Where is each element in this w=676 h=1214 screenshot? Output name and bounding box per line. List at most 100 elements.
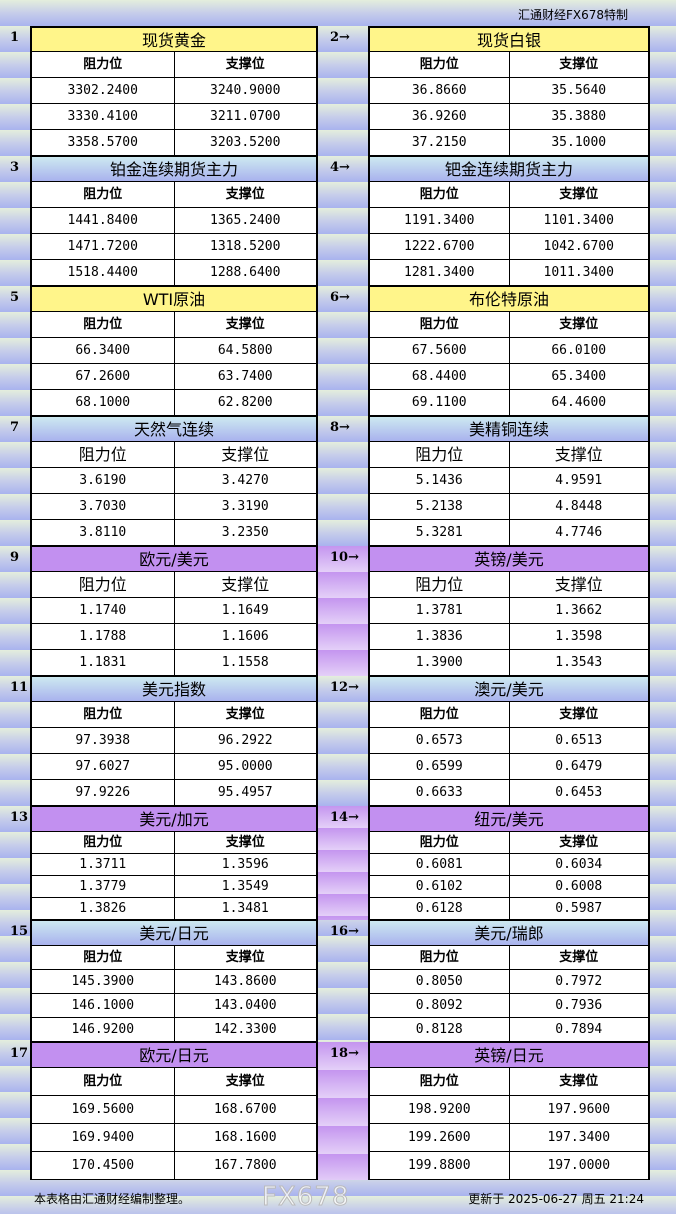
resistance-value: 0.6573 <box>370 728 510 753</box>
section-number: 8→ <box>330 420 350 435</box>
support-value: 64.5800 <box>217 343 273 358</box>
column-header-row: 阻力位 支撑位 <box>370 182 648 208</box>
table-row: 67.2600 63.7400 <box>32 364 316 390</box>
instrument-table: 欧元/美元 阻力位 支撑位 1.1740 1.1649 1.1788 1.1606 1.183… <box>30 546 318 676</box>
instrument-title: 英镑/美元 <box>370 546 648 572</box>
update-time: 更新于 2025-06-27 周五 21:24 <box>468 1192 644 1206</box>
brand-label: 汇通财经FX678特制 <box>517 8 628 22</box>
resistance-header: 阻力位 <box>370 946 510 969</box>
support-value: 1.3662 <box>555 603 603 618</box>
resistance-value: 3.7030 <box>32 494 175 519</box>
support-value: 143.8600 <box>213 974 277 989</box>
table-row: 1222.6700 1042.6700 <box>370 234 648 260</box>
support-value: 65.3400 <box>551 369 607 384</box>
support-value: 197.9600 <box>547 1102 611 1117</box>
instrument-table: 布伦特原油 阻力位 支撑位 67.5600 66.0100 68.4400 65.3400 6… <box>368 286 650 416</box>
column-header-row: 阻力位 支撑位 <box>370 702 648 728</box>
column-header-row: 阻力位 支撑位 <box>32 702 316 728</box>
support-value: 66.0100 <box>551 343 607 358</box>
column-header-row: 阻力位 支撑位 <box>32 946 316 970</box>
instrument-table: 美精铜连续 阻力位 支撑位 5.1436 4.9591 5.2138 4.8448 5.328… <box>368 416 650 546</box>
column-header-row: 阻力位 支撑位 <box>32 1068 316 1096</box>
instrument-table: 美元/加元 阻力位 支撑位 1.3711 1.3596 1.3779 1.3549 1.382… <box>30 806 318 920</box>
resistance-value: 37.2150 <box>370 130 510 155</box>
support-value: 0.7972 <box>555 974 603 989</box>
table-row: 0.8092 0.7936 <box>370 994 648 1018</box>
resistance-value: 3.6190 <box>32 468 175 493</box>
instrument-title: 欧元/日元 <box>32 1042 316 1068</box>
resistance-value: 68.4400 <box>370 364 510 389</box>
table-row: 145.3900 143.8600 <box>32 970 316 994</box>
resistance-value: 1281.3400 <box>370 260 510 285</box>
resistance-header: 阻力位 <box>370 312 510 337</box>
section-pair: 15 美元/日元 阻力位 支撑位 145.3900 143.8600 146.1000 143… <box>0 920 676 1042</box>
resistance-header: 阻力位 <box>32 442 175 467</box>
resistance-header: 阻力位 <box>370 832 510 853</box>
resistance-value: 1.1831 <box>32 650 175 675</box>
section-number: 10→ <box>330 550 359 565</box>
section-number: 13 <box>10 810 29 825</box>
table-row: 36.9260 35.3880 <box>370 104 648 130</box>
table-row: 3302.2400 3240.9000 <box>32 78 316 104</box>
resistance-header: 阻力位 <box>32 1068 175 1095</box>
resistance-header: 阻力位 <box>32 52 175 77</box>
table-row: 1.3836 1.3598 <box>370 624 648 650</box>
table-row: 3330.4100 3211.0700 <box>32 104 316 130</box>
support-header: 支撑位 <box>559 317 599 332</box>
resistance-value: 145.3900 <box>32 970 175 993</box>
section-pair: 1 现货黄金 阻力位 支撑位 3302.2400 3240.9000 3330.4100 32… <box>0 26 676 156</box>
column-header-row: 阻力位 支撑位 <box>32 572 316 598</box>
resistance-value: 0.6599 <box>370 754 510 779</box>
support-value: 62.8200 <box>217 395 273 410</box>
instrument-table: 欧元/日元 阻力位 支撑位 169.5600 168.6700 169.9400 168.1… <box>30 1042 318 1180</box>
support-value: 4.9591 <box>555 473 603 488</box>
support-value: 95.0000 <box>217 759 273 774</box>
resistance-header: 阻力位 <box>32 702 175 727</box>
support-value: 0.6513 <box>555 733 603 748</box>
table-row: 1.3711 1.3596 <box>32 854 316 876</box>
instrument-table: 英镑/日元 阻力位 支撑位 198.9200 197.9600 199.2600 197.3… <box>368 1042 650 1180</box>
support-value: 35.5640 <box>551 83 607 98</box>
support-value: 4.8448 <box>555 499 603 514</box>
support-value: 167.7800 <box>213 1158 277 1173</box>
support-header: 支撑位 <box>554 575 603 594</box>
table-row: 3358.5700 3203.5200 <box>32 130 316 156</box>
table-row: 1191.3400 1101.3400 <box>370 208 648 234</box>
support-value: 1318.5200 <box>210 239 281 254</box>
support-value: 3.2350 <box>221 525 269 540</box>
support-value: 1365.2400 <box>210 213 281 228</box>
support-value: 63.7400 <box>217 369 273 384</box>
resistance-header: 阻力位 <box>32 832 175 853</box>
support-value: 168.6700 <box>213 1102 277 1117</box>
resistance-value: 1.3711 <box>32 854 175 875</box>
column-header-row: 阻力位 支撑位 <box>370 52 648 78</box>
section-number: 14→ <box>330 810 359 825</box>
resistance-value: 67.2600 <box>32 364 175 389</box>
table-row: 1.3779 1.3549 <box>32 876 316 898</box>
divider-column <box>316 1042 368 1180</box>
resistance-value: 0.6128 <box>370 898 510 919</box>
support-value: 0.7894 <box>555 1022 603 1037</box>
instrument-table: WTI原油 阻力位 支撑位 66.3400 64.5800 67.2600 63.7400 6… <box>30 286 318 416</box>
divider-column <box>316 546 368 676</box>
resistance-header: 阻力位 <box>370 1068 510 1095</box>
table-row: 1518.4400 1288.6400 <box>32 260 316 286</box>
table-row: 1.3900 1.3543 <box>370 650 648 676</box>
support-value: 3.4270 <box>221 473 269 488</box>
divider-column <box>316 286 368 416</box>
support-header: 支撑位 <box>225 1074 265 1089</box>
support-header: 支撑位 <box>559 187 599 202</box>
support-value: 1288.6400 <box>210 265 281 280</box>
resistance-value: 97.6027 <box>32 754 175 779</box>
instrument-title: 铂金连续期货主力 <box>32 156 316 182</box>
support-header: 支撑位 <box>225 835 265 850</box>
instrument-table: 现货黄金 阻力位 支撑位 3302.2400 3240.9000 3330.4100 321… <box>30 26 318 156</box>
resistance-value: 1.3836 <box>370 624 510 649</box>
instrument-title: 美元/日元 <box>32 920 316 946</box>
support-header: 支撑位 <box>559 707 599 722</box>
table-row: 0.8050 0.7972 <box>370 970 648 994</box>
section-number: 7 <box>10 420 20 435</box>
table-row: 199.2600 197.3400 <box>370 1124 648 1152</box>
support-value: 1.1558 <box>221 655 269 670</box>
section-number: 4→ <box>330 160 350 175</box>
